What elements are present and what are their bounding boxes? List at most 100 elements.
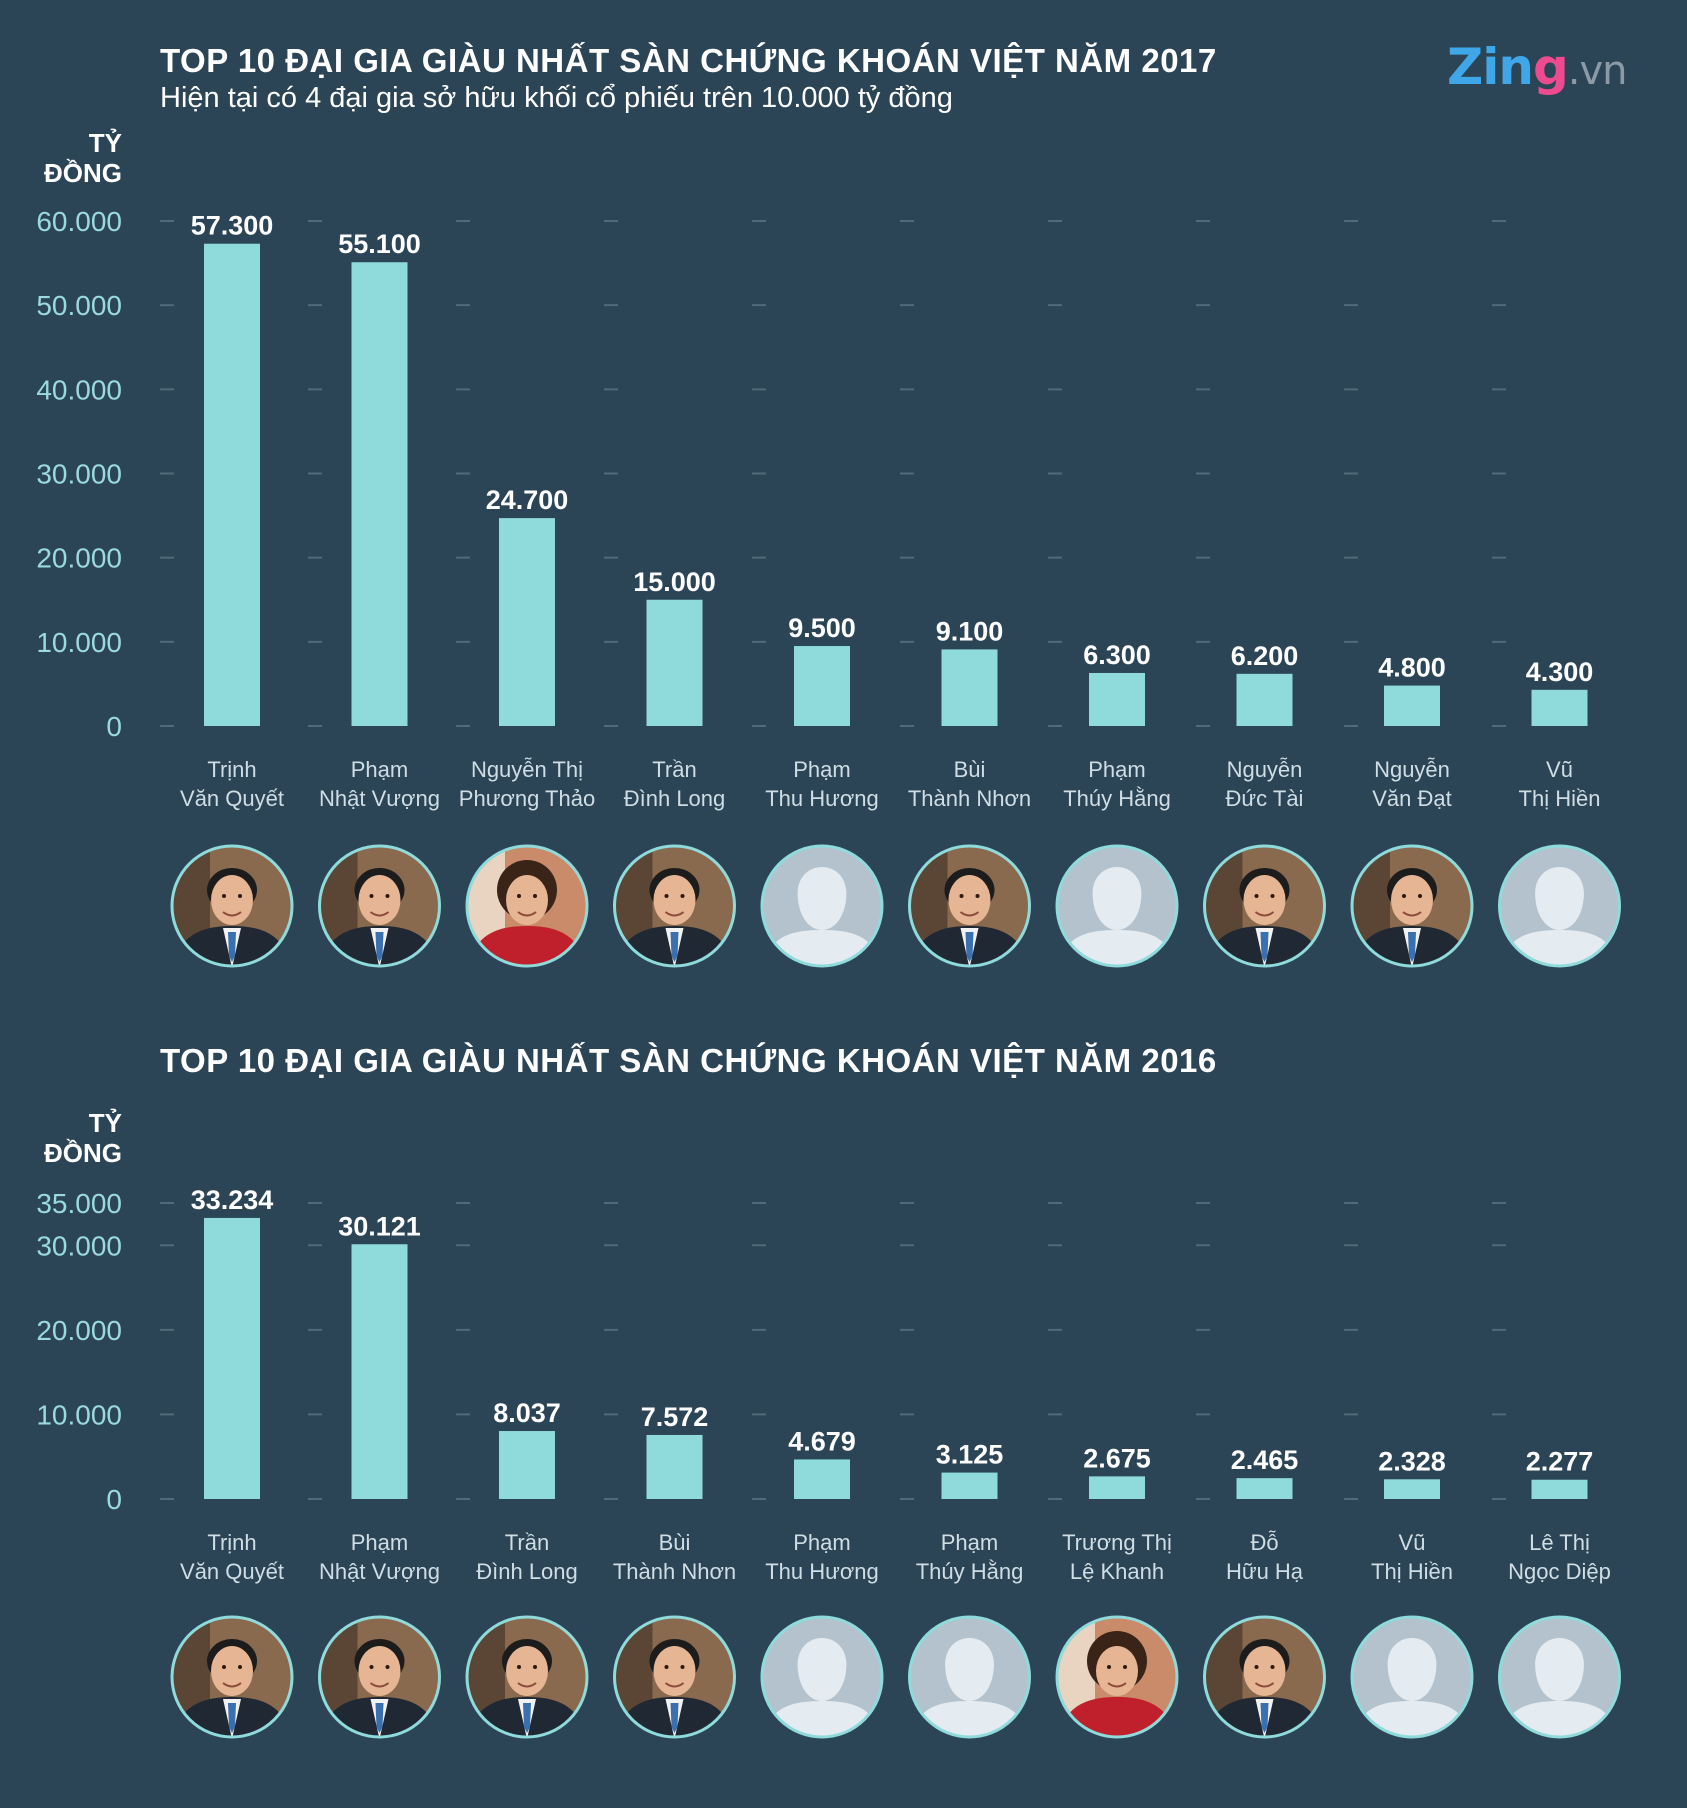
chart-2017-avatar-1-face [211, 875, 253, 925]
chart-2017-category-label-line1: Phạm [793, 757, 850, 782]
chart-2017-avatar-6-eye-right [975, 894, 980, 898]
logo-brand-g: g [1533, 38, 1569, 96]
chart-2016-avatar-5-ring [760, 1615, 884, 1739]
logo-brand-main: Zin [1447, 38, 1534, 96]
chart-2016-bar [1089, 1476, 1145, 1499]
chart-2017-value-label: 57.300 [191, 211, 274, 241]
chart-2016-avatar-7-face [1096, 1646, 1138, 1696]
chart-2017-avatar-9 [1350, 844, 1474, 968]
chart-2016-avatar-6 [908, 1615, 1031, 1739]
chart-2016-category-label-line1: Bùi [659, 1530, 691, 1555]
chart-2016-avatar-3-eye-left [517, 1665, 521, 1669]
chart-2016-bar [794, 1459, 850, 1499]
chart-2016-avatar-4-ring [613, 1615, 736, 1739]
chart-2017-avatar-2-mouth [369, 911, 390, 917]
chart-2016-avatar-10-head [1535, 1638, 1584, 1701]
chart-2017-ytick-label: 50.000 [36, 290, 122, 321]
chart-2016-avatar-1-eye-right [238, 1665, 242, 1669]
chart-2017-title: TOP 10 ĐẠI GIA GIÀU NHẤT SÀN CHỨNG KHOÁN… [160, 42, 1217, 79]
chart-2017-avatar-7-head [1092, 867, 1142, 930]
chart-2016-avatar-4-face [653, 1646, 696, 1696]
chart-2016-bar [499, 1431, 555, 1499]
chart-2016-avatar-2 [318, 1615, 441, 1739]
chart-2016-avatar-8-eye-right [1270, 1665, 1275, 1669]
chart-2016-category-label-line1: Đỗ [1250, 1530, 1278, 1555]
chart-2017-avatar-10-head [1535, 867, 1584, 930]
chart-2017-category-label-line2: Văn Đạt [1372, 786, 1452, 811]
chart-2016-avatar-2-eye-right [385, 1665, 390, 1669]
chart-2017-category-label-line2: Phương Thảo [459, 786, 595, 811]
chart-2017-ytick-label: 60.000 [36, 206, 122, 237]
chart-2016-avatar-9 [1350, 1615, 1474, 1739]
chart-2017-avatar-9-mouth [1402, 911, 1422, 917]
chart-2017-bar [646, 599, 703, 726]
chart-2016-avatar-2-face [358, 1646, 401, 1696]
chart-2017-bar [941, 649, 998, 726]
chart-2016-avatar-1 [170, 1615, 294, 1739]
chart-2017-value-label: 55.100 [338, 229, 421, 259]
chart-2017-avatar-1-eye-right [238, 894, 242, 898]
chart-2016-category-label-line1: Lê Thị [1529, 1530, 1590, 1555]
chart-2016-category-label-line2: Thị Hiền [1371, 1559, 1453, 1584]
chart-2016-avatar-9-ring [1350, 1615, 1474, 1739]
chart-2016-ytick-label: 10.000 [36, 1399, 122, 1430]
chart-2017-avatar-2-ring [318, 844, 441, 968]
chart-2016-category-label-line2: Đình Long [476, 1559, 578, 1584]
chart-2016-avatar-4 [613, 1615, 736, 1739]
chart-2017-avatar-4-eye-left [664, 894, 669, 898]
chart-2017-category-label-line1: Phạm [351, 757, 408, 782]
chart-2017-value-label: 15.000 [633, 567, 716, 597]
chart-2017-category-label-line1: Nguyễn [1374, 757, 1450, 782]
chart-2017-category-label-line2: Nhật Vượng [319, 786, 440, 811]
chart-2016-avatar-7-eye-left [1107, 1665, 1111, 1669]
chart-2016-avatar-7 [1055, 1615, 1179, 1739]
chart-2016-avatar-8-face [1243, 1646, 1286, 1696]
chart-2016-avatar-5-head [797, 1638, 847, 1701]
chart-2016-avatar-3-ring [465, 1615, 589, 1739]
chart-2016-avatar-1-eye-left [222, 1665, 226, 1669]
chart-2017-avatar-5-ring [760, 844, 884, 968]
chart-2016-category-label-line2: Văn Quyết [180, 1559, 284, 1584]
chart-2016-avatar-1-mouth [222, 1682, 242, 1688]
chart-2017-avatar-3-eye-left [517, 894, 521, 898]
chart-2017-bar [499, 518, 555, 726]
chart-2017-bar [351, 262, 408, 726]
chart-2017-avatar-8-tie [1260, 932, 1269, 962]
chart-2017-category-label-line2: Thúy Hằng [1063, 786, 1171, 811]
chart-2016-value-label: 33.234 [191, 1185, 274, 1215]
chart-2017-category-label-line2: Đình Long [624, 786, 726, 811]
chart-2016-bar [204, 1217, 260, 1499]
chart-2017-category-label-line1: Nguyễn [1227, 757, 1303, 782]
chart-2017-category-label-line2: Văn Quyết [180, 786, 284, 811]
chart-2016-avatar-4-eye-right [680, 1665, 685, 1669]
chart-2016-avatar-3-mouth [517, 1682, 537, 1688]
chart-2017-ytick-label: 40.000 [36, 374, 122, 405]
chart-2017-avatar-8-eye-left [1254, 894, 1259, 898]
chart-2017-value-label: 4.300 [1526, 657, 1594, 687]
chart-2017-avatar-1-tie [228, 932, 236, 962]
chart-2017-avatar-1 [170, 844, 294, 968]
chart-2016-category-label-line1: Vũ [1399, 1530, 1426, 1555]
chart-2016-bar [646, 1434, 703, 1499]
chart-2016-value-label: 3.125 [936, 1440, 1004, 1470]
chart-2016-category-label-line1: Trương Thị [1062, 1530, 1172, 1555]
chart-2016-value-label: 2.328 [1378, 1446, 1446, 1476]
chart-2016-avatar-2-eye-left [369, 1665, 374, 1669]
chart-2016-avatar-3-eye-right [533, 1665, 537, 1669]
chart-2017-avatar-9-tie [1408, 932, 1416, 962]
chart-2016-value-label: 2.675 [1083, 1443, 1151, 1473]
chart-2017-bar [794, 646, 850, 726]
chart-2017-category-label-line1: Vũ [1546, 757, 1573, 782]
chart-2016-ytick-label: 0 [106, 1484, 122, 1515]
zing-logo[interactable]: Zing.vn [1447, 38, 1628, 96]
chart-2016-value-label: 7.572 [641, 1402, 709, 1432]
chart-2017-category-label-line1: Bùi [954, 757, 986, 782]
chart-2017-category-label-line2: Thị Hiền [1519, 786, 1601, 811]
chart-2017-avatar-6-tie [965, 932, 974, 962]
chart-2017-avatar-1-eye-left [222, 894, 226, 898]
chart-2017-avatar-9-face [1391, 875, 1433, 925]
chart-2017-category-label-line2: Đức Tài [1226, 786, 1304, 811]
chart-2016-avatar-1-face [211, 1646, 253, 1696]
chart-2017-category-label-line1: Nguyễn Thị [471, 757, 583, 782]
chart-2016-unit-line1: TỶ [89, 1108, 122, 1138]
